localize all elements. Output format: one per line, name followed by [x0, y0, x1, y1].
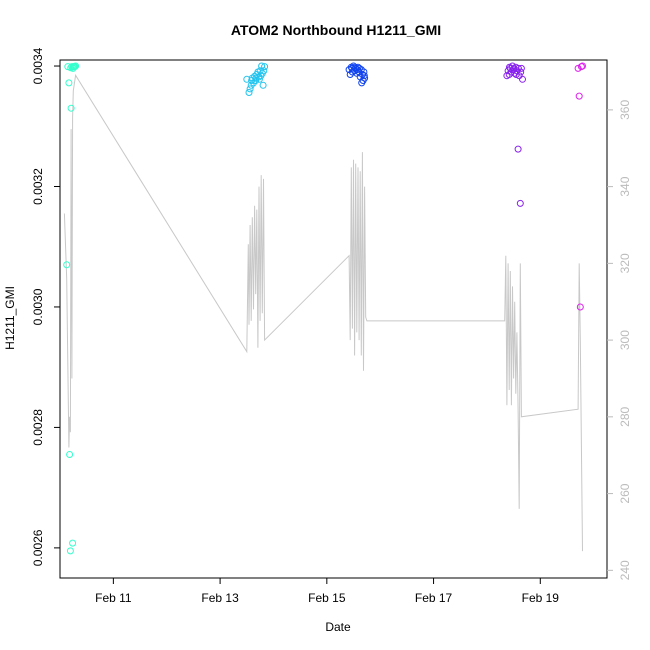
plot-frame [59, 59, 608, 579]
data-point [506, 63, 513, 71]
data-point [519, 75, 526, 83]
data-point [247, 81, 255, 89]
right-axis-line-layer [63, 73, 583, 552]
data-point [259, 81, 267, 89]
x-tick-label: Feb 15 [308, 591, 346, 605]
data-point [67, 104, 75, 112]
x-tick-label: Feb 19 [522, 591, 560, 605]
y-axis: 0.0026 0.0028 0.0030 0.0032 0.0034 [31, 47, 60, 566]
x-axis-label: Date [325, 620, 351, 634]
data-point [65, 79, 73, 87]
data-point [575, 92, 583, 100]
data-point [246, 85, 254, 93]
y2-axis: 240 260 280 300 320 340 360 [607, 100, 632, 580]
data-point [252, 74, 260, 82]
data-point [69, 539, 77, 547]
y-axis-label: H1211_GMI [3, 286, 17, 350]
data-point [255, 75, 263, 83]
x-tick-label: Feb 11 [95, 591, 132, 605]
y2-tick-label: 360 [618, 100, 632, 120]
y2-tick-label: 240 [618, 560, 632, 580]
y2-tick-label: 320 [618, 253, 632, 273]
data-point [63, 261, 71, 269]
y-tick-label: 0.0032 [31, 168, 45, 205]
y-tick-label: 0.0034 [31, 47, 45, 84]
x-tick-label: Feb 13 [201, 591, 239, 605]
data-point [351, 63, 359, 71]
data-point [517, 64, 525, 72]
data-point [355, 64, 363, 72]
data-point [517, 68, 525, 76]
data-point [71, 63, 79, 71]
data-point [260, 67, 268, 75]
data-point [66, 451, 74, 458]
y-tick-label: 0.0028 [31, 409, 45, 446]
x-tick-label: Feb 17 [415, 591, 453, 605]
data-point [514, 64, 522, 72]
chart-title: ATOM2 Northbound H1211_GMI [231, 22, 441, 38]
right-axis-series-line [63, 73, 583, 552]
data-point [245, 89, 253, 96]
data-point [576, 303, 584, 311]
data-point [66, 547, 74, 555]
data-point [514, 145, 522, 153]
y-tick-label: 0.0030 [31, 288, 45, 325]
y2-tick-label: 300 [618, 330, 632, 350]
data-point [358, 79, 366, 87]
data-point [360, 72, 368, 80]
data-point [69, 64, 77, 72]
points-layer [63, 62, 586, 555]
y2-tick-label: 280 [618, 407, 632, 427]
y2-tick-label: 340 [618, 176, 632, 196]
y2-tick-label: 260 [618, 483, 632, 503]
data-point [261, 63, 269, 71]
data-point [510, 64, 518, 72]
x-axis: Feb 11 Feb 13 Feb 15 Feb 17 Feb 19 [95, 578, 559, 605]
data-point [579, 62, 586, 70]
data-point [516, 199, 524, 207]
y-tick-label: 0.0026 [31, 529, 45, 566]
